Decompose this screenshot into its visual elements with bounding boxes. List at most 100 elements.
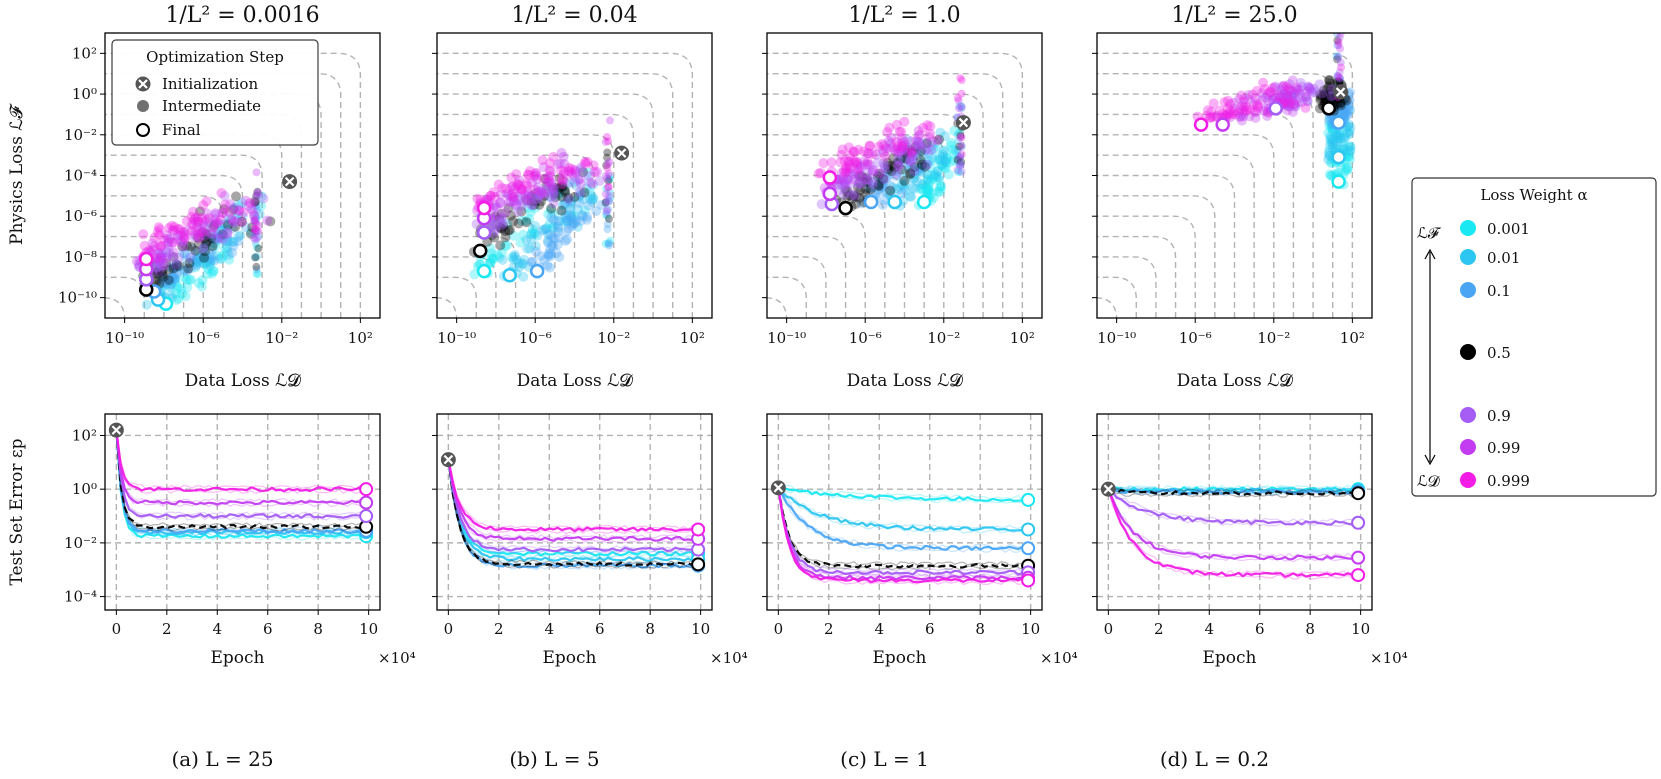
series-lines: [1107, 484, 1362, 580]
intermediate-point: [505, 210, 516, 221]
intermediate-point: [154, 224, 165, 235]
intermediate-point: [184, 252, 195, 263]
intermediate-point: [1314, 89, 1325, 100]
intermediate-point: [176, 227, 187, 238]
intermediate-point: [176, 283, 187, 294]
intermediate-point: [556, 165, 567, 176]
intermediate-point: [500, 226, 511, 237]
intermediate-point: [1324, 144, 1335, 155]
intermediate-point: [147, 244, 158, 255]
intermediate-point: [156, 255, 167, 266]
series-line-alpha-0.99: [115, 429, 369, 506]
intermediate-point: [204, 256, 215, 267]
intermediate-point: [926, 137, 937, 148]
intermediate-point: [842, 174, 853, 185]
intermediate-point: [602, 197, 611, 206]
legend-label-alpha-0.001: 0.001: [1487, 220, 1530, 238]
intermediate-point: [1342, 109, 1353, 120]
x-axis-label: Data Loss ℒ𝓓: [517, 371, 634, 391]
intermediate-point: [1332, 136, 1343, 147]
intermediate-point: [602, 184, 611, 193]
intermediate-point: [934, 134, 945, 145]
intermediate-point: [502, 219, 513, 230]
contour-line: [767, 113, 965, 318]
intermediate-point: [889, 165, 900, 176]
intermediate-point: [250, 217, 259, 226]
legend-top-label: ℒ𝓕: [1417, 224, 1442, 242]
intermediate-point: [231, 216, 242, 227]
intermediate-point: [1319, 89, 1330, 100]
intermediate-point: [849, 174, 860, 185]
intermediate-point: [901, 147, 912, 158]
intermediate-point: [168, 263, 179, 274]
intermediate-point: [906, 148, 917, 159]
intermediate-point: [200, 228, 211, 239]
y-axis-label: Test Set Error εp: [7, 438, 27, 585]
intermediate-point: [604, 176, 613, 185]
intermediate-point: [1325, 137, 1336, 148]
series-line-alpha-0.001: [778, 484, 1031, 500]
intermediate-point: [871, 149, 882, 160]
intermediate-point: [896, 137, 907, 148]
intermediate-point: [171, 262, 182, 273]
intermediate-point: [253, 234, 262, 243]
intermediate-point: [539, 254, 550, 265]
intermediate-point: [155, 256, 166, 267]
series-line-alpha-0.99: [1107, 488, 1361, 561]
series-line-alpha-0.99: [447, 459, 702, 542]
legend-intermediate-marker: [137, 100, 149, 112]
intermediate-point: [604, 239, 613, 248]
series-line-alpha-0.5: [115, 430, 369, 528]
final-marker: [1268, 101, 1283, 116]
intermediate-point: [957, 141, 966, 150]
intermediate-point: [1211, 110, 1222, 121]
intermediate-point: [1333, 55, 1342, 64]
intermediate-point: [252, 269, 261, 278]
series-line-alpha-0.001: [777, 487, 1031, 504]
intermediate-point: [955, 167, 964, 176]
intermediate-point: [176, 236, 187, 247]
intermediate-point: [251, 225, 260, 234]
intermediate-point: [1282, 90, 1293, 101]
x-tick-label: 0: [1104, 620, 1114, 638]
intermediate-point: [206, 254, 217, 265]
intermediate-point: [1339, 107, 1350, 118]
intermediate-point: [913, 125, 924, 136]
intermediate-point: [222, 242, 233, 253]
intermediate-point: [1274, 90, 1285, 101]
intermediate-point: [497, 220, 508, 231]
intermediate-point: [526, 229, 537, 240]
intermediate-point: [169, 274, 180, 285]
intermediate-point: [523, 194, 534, 205]
intermediate-point: [912, 176, 923, 187]
intermediate-point: [200, 230, 211, 241]
initialization-marker-cross: [616, 148, 627, 158]
intermediate-point: [559, 185, 570, 196]
intermediate-point: [1328, 142, 1339, 153]
final-marker: [691, 522, 706, 537]
intermediate-point: [240, 195, 251, 206]
intermediate-point: [216, 253, 227, 264]
final-marker: [838, 200, 853, 216]
intermediate-point: [1292, 87, 1303, 98]
intermediate-point: [196, 227, 207, 238]
intermediate-point: [488, 253, 499, 264]
intermediate-point: [894, 144, 905, 155]
intermediate-point: [209, 238, 220, 249]
intermediate-point: [544, 165, 555, 176]
intermediate-point: [549, 184, 560, 195]
intermediate-point: [1273, 89, 1284, 100]
intermediate-point: [252, 243, 261, 252]
x-tick-label: 8: [645, 620, 655, 638]
intermediate-point: [874, 170, 885, 181]
intermediate-point: [529, 184, 540, 195]
intermediate-point: [912, 165, 923, 176]
intermediate-point: [840, 167, 851, 178]
contour-line: [437, 73, 674, 318]
intermediate-point: [948, 155, 959, 166]
x-tick-label: 10: [1021, 620, 1040, 638]
intermediate-point: [897, 141, 908, 152]
intermediate-point: [563, 192, 574, 203]
intermediate-point: [190, 245, 201, 256]
intermediate-point: [1333, 129, 1344, 140]
